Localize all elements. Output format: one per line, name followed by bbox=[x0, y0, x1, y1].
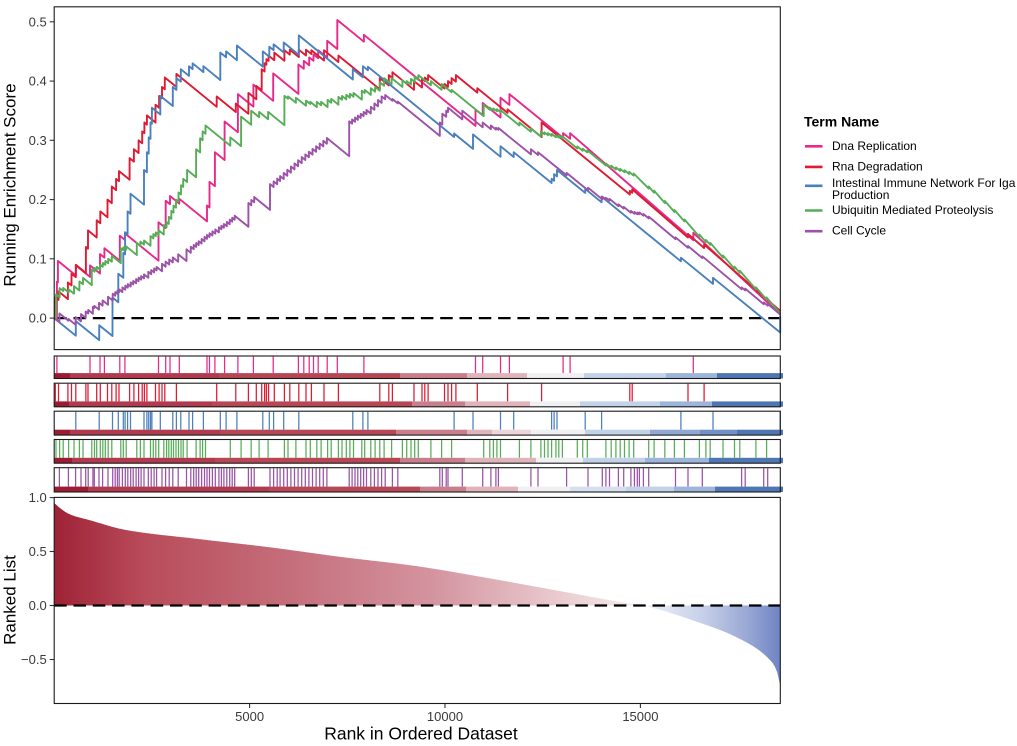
svg-text:Cell Cycle: Cell Cycle bbox=[832, 224, 886, 238]
svg-text:0.0: 0.0 bbox=[29, 311, 47, 326]
svg-text:1.0: 1.0 bbox=[29, 490, 47, 505]
svg-text:Term Name: Term Name bbox=[804, 114, 879, 130]
svg-text:15000: 15000 bbox=[622, 709, 658, 724]
svg-text:Rna Degradation: Rna Degradation bbox=[832, 159, 923, 173]
svg-text:Dna Replication: Dna Replication bbox=[832, 139, 917, 153]
svg-text:Rank in Ordered Dataset: Rank in Ordered Dataset bbox=[324, 724, 518, 742]
svg-text:Intestinal Immune Network For: Intestinal Immune Network For Iga bbox=[832, 176, 1016, 190]
svg-text:Running Enrichment Score: Running Enrichment Score bbox=[1, 83, 20, 286]
svg-text:0.3: 0.3 bbox=[29, 133, 47, 148]
svg-text:0.5: 0.5 bbox=[29, 14, 47, 29]
svg-text:Ranked List: Ranked List bbox=[1, 555, 20, 645]
svg-text:−0.5: −0.5 bbox=[21, 652, 47, 667]
svg-text:0.2: 0.2 bbox=[29, 192, 47, 207]
svg-text:0.1: 0.1 bbox=[29, 251, 47, 266]
svg-text:5000: 5000 bbox=[235, 709, 264, 724]
svg-text:0.0: 0.0 bbox=[29, 598, 47, 613]
svg-text:Production: Production bbox=[832, 188, 889, 202]
svg-text:10000: 10000 bbox=[427, 709, 463, 724]
svg-text:0.5: 0.5 bbox=[29, 544, 47, 559]
svg-text:0.4: 0.4 bbox=[29, 74, 47, 89]
svg-text:Ubiquitin Mediated Proteolysis: Ubiquitin Mediated Proteolysis bbox=[832, 203, 993, 217]
